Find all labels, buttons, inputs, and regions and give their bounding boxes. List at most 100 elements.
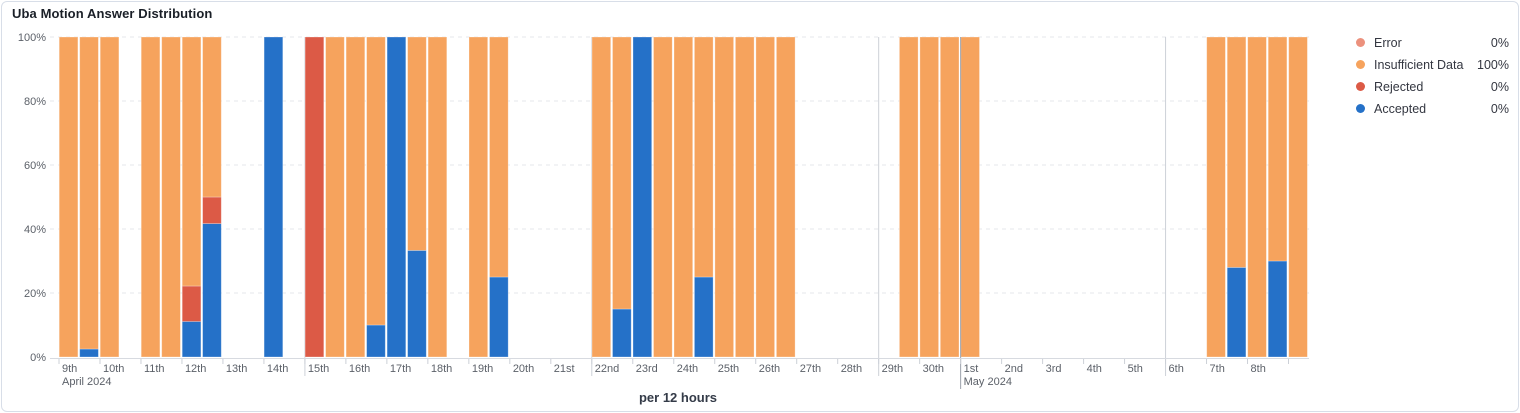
x-axis-label: 4th (1087, 363, 1102, 375)
y-axis-label: 0% (30, 352, 46, 364)
bar-segment-insufficient_data[interactable] (591, 36, 612, 358)
legend-item-insufficient-data[interactable]: Insufficient Data 100% (1356, 57, 1509, 72)
bar-segment-accepted[interactable] (632, 36, 653, 358)
bar-segment-accepted[interactable] (489, 276, 509, 358)
bar-segment-insufficient_data[interactable] (181, 36, 202, 287)
legend-item-accepted[interactable]: Accepted 0% (1356, 101, 1509, 116)
x-axis-label: 12th (185, 363, 206, 375)
bar-segment-insufficient_data[interactable] (1267, 36, 1288, 262)
bar-segment-insufficient_data[interactable] (1226, 36, 1247, 268)
legend: Error 0% Insufficient Data 100% Rejected… (1356, 35, 1509, 116)
bar-segment-insufficient_data[interactable] (755, 36, 776, 358)
bar-segment-insufficient_data[interactable] (694, 36, 714, 278)
legend-value: 0% (1490, 101, 1509, 116)
legend-dot-rejected-icon (1356, 82, 1365, 91)
x-axis-label: 18th (431, 363, 452, 375)
x-axis-label: 1st (964, 363, 979, 375)
bar-segment-insufficient_data[interactable] (140, 36, 161, 358)
x-axis-label: 8th (1251, 363, 1266, 375)
bar-segment-accepted[interactable] (1226, 266, 1247, 358)
x-axis-label: 13th (226, 363, 247, 375)
x-axis-label: 10th (103, 363, 124, 375)
bar-segment-accepted[interactable] (202, 223, 222, 358)
x-axis-label: 14th (267, 363, 288, 375)
x-axis-label: 11th (144, 363, 165, 375)
bar-segment-accepted[interactable] (263, 36, 284, 358)
bar-segment-insufficient_data[interactable] (427, 36, 448, 358)
bar-segment-insufficient_data[interactable] (1288, 36, 1308, 358)
x-axis-month-label: April 2024 (62, 376, 112, 388)
x-axis-title: per 12 hours (638, 390, 718, 405)
bar-segment-accepted[interactable] (386, 36, 407, 358)
x-axis-label: 22nd (595, 363, 619, 375)
legend-label: Rejected (1374, 79, 1424, 94)
legend-value: 0% (1490, 35, 1509, 50)
bar-segment-insufficient_data[interactable] (468, 36, 489, 358)
x-axis-label: 29th (882, 363, 903, 375)
x-axis-label: 7th (1210, 363, 1225, 375)
bar-segment-insufficient_data[interactable] (960, 36, 980, 358)
x-axis-label: 23rd (636, 363, 658, 375)
bar-segment-accepted[interactable] (694, 276, 714, 358)
bar-segment-insufficient_data[interactable] (1206, 36, 1226, 358)
x-axis-label: 2nd (1005, 363, 1023, 375)
bar-segment-accepted[interactable] (612, 308, 632, 358)
bar-segment-rejected[interactable] (181, 285, 202, 322)
bar-segment-accepted[interactable] (181, 321, 202, 358)
x-axis-label: 28th (841, 363, 862, 375)
x-axis-month-label: May 2024 (964, 376, 1012, 388)
legend-value: 0% (1490, 79, 1509, 94)
bar-segment-insufficient_data[interactable] (345, 36, 366, 358)
bar-segment-accepted[interactable] (79, 348, 99, 358)
x-axis-label: 16th (349, 363, 370, 375)
x-axis-label: 21st (554, 363, 575, 375)
bar-segment-insufficient_data[interactable] (939, 36, 960, 358)
x-axis-label: 27th (800, 363, 821, 375)
bar-segment-insufficient_data[interactable] (407, 36, 427, 251)
legend-value: 100% (1477, 57, 1509, 72)
legend-label: Insufficient Data (1374, 57, 1464, 72)
y-axis-label: 100% (18, 32, 46, 44)
legend-label: Error (1374, 35, 1402, 50)
legend-item-rejected[interactable]: Rejected 0% (1356, 79, 1509, 94)
y-axis-label: 40% (24, 224, 46, 236)
bar-segment-insufficient_data[interactable] (489, 36, 509, 278)
bar-segment-insufficient_data[interactable] (899, 36, 919, 358)
legend-item-error[interactable]: Error 0% (1356, 35, 1509, 50)
bar-segment-insufficient_data[interactable] (612, 36, 632, 310)
y-axis-label: 60% (24, 160, 46, 172)
legend-dot-insufficient-data-icon (1356, 60, 1365, 69)
bar-segment-insufficient_data[interactable] (1247, 36, 1267, 358)
bar-segment-insufficient_data[interactable] (202, 36, 222, 198)
bar-segment-insufficient_data[interactable] (79, 36, 99, 350)
x-axis-label: 24th (677, 363, 698, 375)
bar-segment-insufficient_data[interactable] (653, 36, 673, 358)
bar-segment-insufficient_data[interactable] (58, 36, 79, 358)
bar-segment-insufficient_data[interactable] (161, 36, 181, 358)
bar-segment-rejected[interactable] (304, 36, 325, 358)
x-axis-label: 6th (1169, 363, 1184, 375)
x-axis-label: 20th (513, 363, 534, 375)
bar-segment-insufficient_data[interactable] (776, 36, 796, 358)
x-axis-label: 9th (62, 363, 77, 375)
chart-plot: 0% 20% 40% 60% 80% 100% 9th 10th 11th 12th 13th 14t… (18, 32, 1309, 389)
bar-segment-insufficient_data[interactable] (325, 36, 345, 358)
x-axis-label: 5th (1128, 363, 1143, 375)
bar-segment-insufficient_data[interactable] (714, 36, 735, 358)
y-axis-label: 20% (24, 288, 46, 300)
x-axis-label: 25th (718, 363, 739, 375)
bar-segment-rejected[interactable] (202, 196, 222, 225)
bar-segment-insufficient_data[interactable] (919, 36, 940, 358)
bar-segment-accepted[interactable] (407, 249, 427, 358)
bar-segment-insufficient_data[interactable] (673, 36, 694, 358)
x-axis-label: 19th (472, 363, 493, 375)
x-axis-label: 3rd (1046, 363, 1062, 375)
bar-segment-insufficient_data[interactable] (99, 36, 120, 358)
bar-segment-accepted[interactable] (1267, 260, 1288, 358)
chart-title: Uba Motion Answer Distribution (12, 6, 213, 21)
y-axis-label: 80% (24, 96, 46, 108)
bar-segment-insufficient_data[interactable] (735, 36, 755, 358)
bar-segment-insufficient_data[interactable] (366, 36, 386, 326)
bar-segment-accepted[interactable] (366, 324, 386, 358)
